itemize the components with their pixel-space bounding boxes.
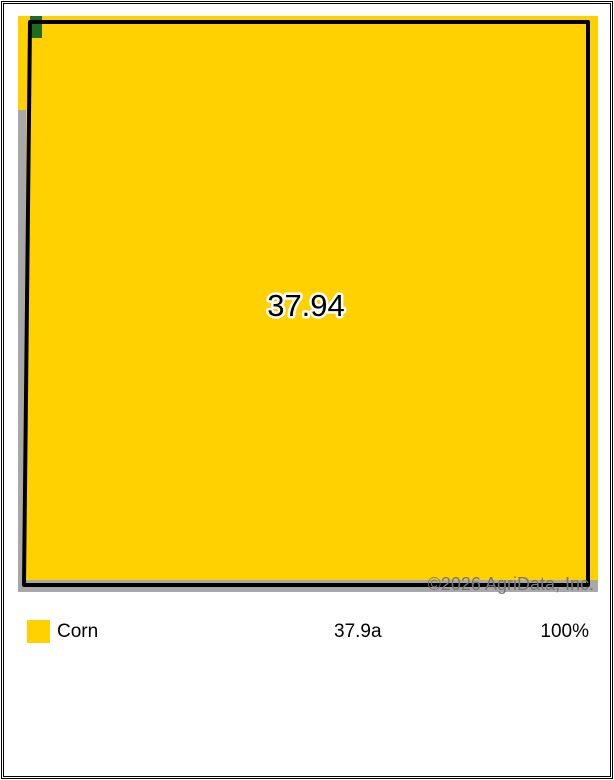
- legend-percent: 100%: [540, 621, 589, 642]
- copyright: ©2026 AgriData, Inc.: [428, 574, 594, 594]
- legend-crop: Corn: [57, 621, 99, 642]
- field-label: 37.94: [267, 288, 345, 323]
- field-boundary: [22, 20, 590, 587]
- legend-swatch: [27, 620, 50, 643]
- crop-area: [18, 16, 598, 592]
- gray-strip-left: [18, 110, 26, 590]
- map: 37.94 ©2026 AgriData, Inc.: [18, 16, 598, 594]
- legend-acres: 37.9a: [334, 621, 382, 642]
